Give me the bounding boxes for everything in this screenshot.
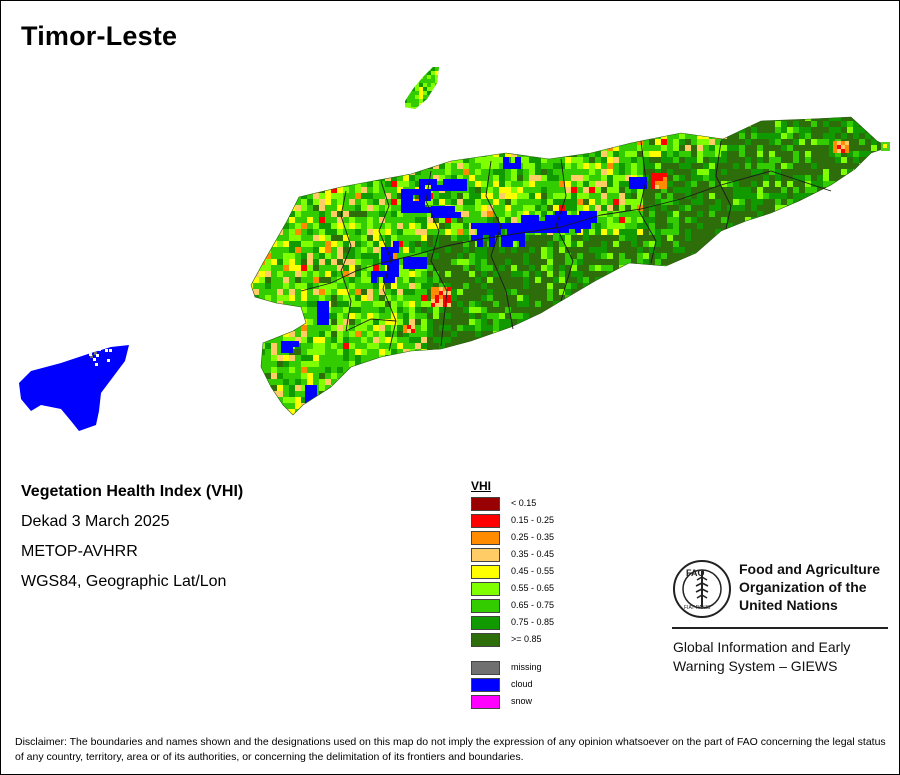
vhi-map: [19, 67, 890, 431]
jaco-island-land: [881, 142, 890, 151]
legend-label: 0.25 - 0.35: [511, 532, 555, 542]
legend-label: missing: [511, 662, 542, 672]
org-name-line2: Organization of the: [739, 579, 867, 595]
index-title: Vegetation Health Index (VHI): [21, 483, 244, 500]
fao-logo-text-bottom: FIAT PANIS: [684, 605, 711, 611]
legend-swatch: [471, 582, 500, 596]
legend-label: < 0.15: [511, 498, 537, 508]
legend-label: 0.15 - 0.25: [511, 515, 555, 525]
legend-label: snow: [511, 696, 533, 706]
branding-divider: [672, 627, 888, 629]
legend-swatch: [471, 565, 500, 579]
disclaimer-text: Disclaimer: The boundaries and names sho…: [15, 736, 886, 763]
projection-label: WGS84, Geographic Lat/Lon: [21, 573, 227, 590]
legend-label: 0.45 - 0.55: [511, 566, 555, 576]
legend-label: >= 0.85: [511, 634, 542, 644]
main-island-land: [251, 117, 889, 415]
system-name-line2: Warning System – GIEWS: [673, 658, 838, 674]
legend-label: 0.35 - 0.45: [511, 549, 555, 559]
fao-logo-icon: FAO FIAT PANIS: [673, 560, 731, 618]
period-label: Dekad 3 March 2025: [21, 513, 170, 530]
sensor-label: METOP-AVHRR: [21, 543, 138, 560]
org-name-line1: Food and Agriculture: [739, 561, 881, 577]
legend-swatch: [471, 661, 500, 675]
system-name-line1: Global Information and Early: [673, 639, 851, 655]
oecusse-enclave-land: [19, 345, 129, 431]
fao-logo-text-top: FAO: [686, 568, 705, 578]
legend-title: VHI: [471, 479, 492, 493]
legend-label: 0.65 - 0.75: [511, 600, 555, 610]
legend-label: 0.75 - 0.85: [511, 617, 555, 627]
legend-swatch: [471, 514, 500, 528]
map-title: Timor-Leste: [21, 21, 178, 51]
main-island-coastline: [250, 116, 890, 416]
legend-label: 0.55 - 0.65: [511, 583, 555, 593]
legend-swatch: [471, 678, 500, 692]
district-boundaries: [300, 140, 832, 352]
legend-label: cloud: [511, 679, 533, 689]
legend-swatch: [471, 599, 500, 613]
atauro-island-land: [405, 67, 439, 109]
vhi-raster-atauro: [405, 67, 439, 109]
org-name-line3: United Nations: [739, 597, 838, 613]
legend-swatch: [471, 695, 500, 709]
legend-swatch: [471, 616, 500, 630]
legend-swatch: [471, 548, 500, 562]
legend-swatch: [471, 633, 500, 647]
legend-swatch: [471, 531, 500, 545]
legend-swatch: [471, 497, 500, 511]
